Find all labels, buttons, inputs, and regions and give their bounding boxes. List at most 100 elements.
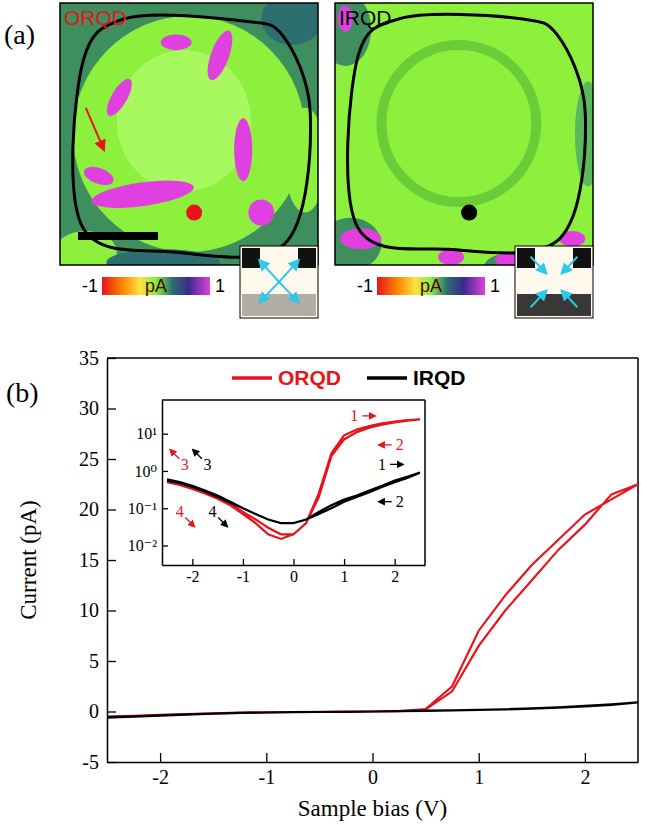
colorbar-tick-label: 1: [215, 276, 225, 296]
axis-line: [162, 401, 164, 566]
inset-ground: [162, 400, 425, 565]
tick-mark: [107, 711, 116, 712]
x-axis-title: Sample bias (V): [298, 796, 447, 821]
tick-mark: [162, 434, 168, 435]
tick-mark: [160, 753, 161, 762]
inset-arrow: [260, 260, 280, 282]
y-axis: -505101520253035: [79, 347, 116, 773]
map: IRQD-11pA: [320, 0, 601, 318]
outline: [73, 15, 311, 257]
tick: 10¹: [136, 425, 168, 442]
tick: 1: [341, 559, 349, 585]
inset-arrow: [562, 291, 578, 308]
tick-mark: [107, 509, 116, 510]
map-ring: [381, 45, 536, 202]
tick-label: 5: [89, 650, 99, 672]
tick-mark: [107, 762, 116, 763]
tick-label: 15: [79, 549, 99, 571]
tick: 10⁻¹: [128, 500, 168, 517]
map-patch: [161, 34, 192, 50]
tick-label: 0: [290, 568, 298, 585]
inset-patch: [242, 248, 260, 268]
inset-chart: -2-101210⁻²10⁻¹10⁰10¹12123344: [128, 400, 426, 585]
tick-mark: [266, 753, 267, 762]
tick-label: 25: [79, 448, 99, 470]
annotation: 4: [176, 503, 184, 520]
map-patch: [81, 163, 115, 188]
tick-label: -2: [186, 568, 199, 585]
arrow: [86, 108, 104, 150]
colorbar-tick-label: -1: [82, 276, 98, 296]
tick-mark: [107, 610, 116, 611]
x-axis: -2 -1 0 1 2: [108, 753, 639, 788]
annotation-arrow: [170, 450, 179, 459]
tick-mark: [162, 545, 168, 546]
colorbar-unit: pA: [420, 276, 442, 296]
legend-swatch: [367, 376, 407, 380]
legend-label: ORQD: [278, 366, 341, 389]
tick-mark: [107, 661, 116, 662]
tick: -1: [258, 753, 275, 788]
tick: 1: [474, 753, 484, 788]
map-patch: [73, 16, 305, 252]
tick-mark: [162, 471, 168, 472]
inset-plot-area: [167, 419, 420, 538]
tick-label: 10¹: [136, 425, 157, 442]
tick: 10⁻²: [128, 537, 168, 554]
tick-label: 2: [391, 568, 399, 585]
map-patch: [248, 200, 274, 226]
inset-arrow: [562, 257, 578, 274]
inset-arrow: [279, 282, 299, 302]
annotation-arrow: [185, 517, 194, 526]
probe-dot: [461, 205, 477, 221]
frame: [107, 357, 638, 359]
tick: 0: [290, 559, 298, 585]
colorbar: [377, 277, 485, 295]
inset-arrow: [531, 257, 547, 274]
tick-label: 35: [79, 347, 99, 369]
annotation-arrow: [218, 517, 227, 526]
tick-mark: [585, 753, 586, 762]
annotation-arrow: [362, 415, 375, 416]
tick: 0: [368, 753, 378, 788]
inset-arrow: [260, 282, 280, 302]
tick: 10: [79, 599, 116, 621]
legend-swatch: [232, 376, 272, 380]
annotation: 1: [378, 456, 386, 473]
map-patch: [117, 50, 251, 191]
probe-dot: [186, 205, 202, 221]
tick: 20: [79, 498, 116, 520]
tick: 0: [89, 700, 116, 722]
map-ground: [335, 3, 593, 265]
colorbar-unit: pA: [145, 276, 167, 296]
outline: [348, 14, 586, 253]
tick-mark: [344, 559, 345, 565]
colorbar: [102, 277, 210, 295]
tick-mark: [293, 559, 294, 565]
annotation: 2: [396, 493, 404, 510]
tick-label: 0: [89, 700, 99, 722]
map-label: IRQD: [339, 6, 392, 29]
annotation: 4: [209, 503, 217, 520]
tick-mark: [162, 508, 168, 509]
inset-image: [240, 246, 318, 318]
tick-label: -1: [237, 568, 250, 585]
map-frame: [60, 3, 318, 265]
map-patch: [203, 28, 238, 83]
tick-label: 10⁻¹: [128, 500, 157, 517]
annotation-arrow: [193, 450, 202, 459]
series-line: [167, 419, 420, 538]
tick-label: 0: [368, 766, 378, 788]
inset-patch: [517, 294, 591, 316]
tick-mark: [372, 753, 373, 762]
panel-label: (a): [4, 19, 35, 50]
map-frame: [335, 3, 593, 265]
tick-label: 10⁻²: [128, 537, 157, 554]
tick-label: 2: [580, 766, 590, 788]
tick-label: -2: [152, 766, 169, 788]
tick-label: 20: [79, 498, 99, 520]
tick: 5: [89, 650, 116, 672]
map: ORQD-11pA: [55, 0, 326, 318]
annotation: 3: [181, 456, 189, 473]
tick: -2: [186, 559, 199, 585]
